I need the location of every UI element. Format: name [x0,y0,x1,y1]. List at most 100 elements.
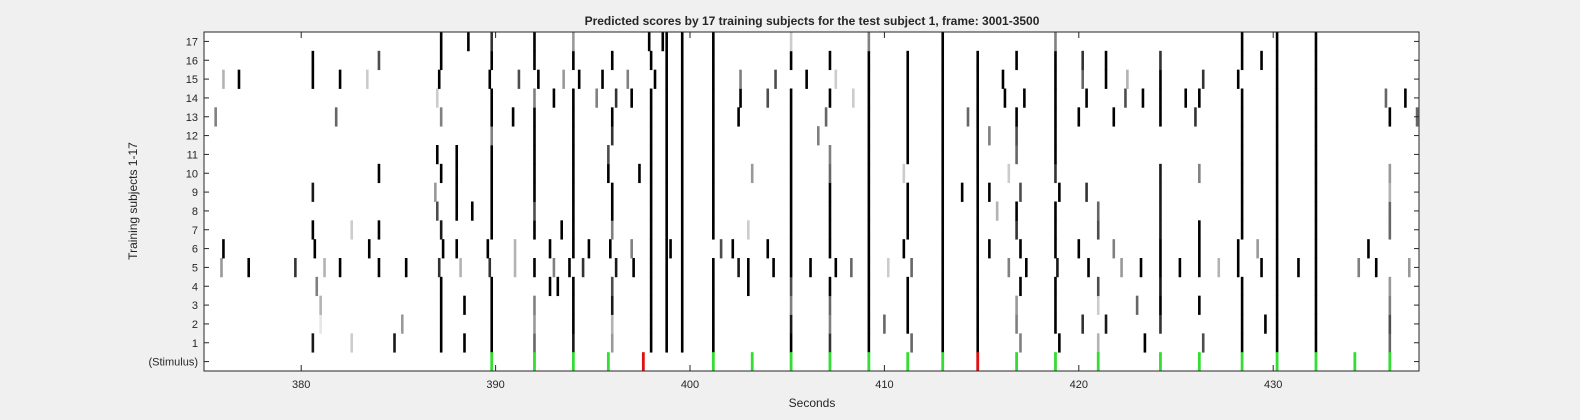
score-mark [439,314,443,334]
score-mark [1240,88,1244,108]
score-mark [517,69,521,89]
score-mark [1240,32,1244,52]
score-mark [437,69,441,89]
score-mark [562,69,565,89]
score-mark [377,163,381,184]
score-mark [1314,220,1318,240]
score-mark [1081,50,1084,71]
score-mark [680,163,684,184]
score-mark [649,239,653,259]
score-mark [1314,69,1318,89]
score-mark [610,333,614,353]
score-mark [1054,220,1057,240]
score-mark [1314,239,1318,259]
score-mark [976,126,980,146]
score-mark [630,88,633,108]
score-mark [828,201,832,221]
score-mark [1201,333,1205,353]
score-mark [665,32,668,52]
score-mark [1275,201,1279,221]
score-mark [1314,107,1318,127]
score-mark [366,69,369,89]
score-mark [470,201,474,221]
score-mark [319,314,322,334]
score-mark [1159,182,1162,202]
score-mark [490,333,494,353]
score-mark [789,145,793,165]
score-mark [669,239,672,259]
score-mark [1159,163,1162,184]
score-mark [1240,107,1244,127]
score-mark [1015,295,1018,315]
score-mark [1314,276,1318,297]
score-mark [572,126,575,146]
score-mark [731,239,735,259]
score-mark [712,69,715,89]
score-mark [649,88,653,108]
score-mark [552,88,556,108]
score-mark [906,220,910,240]
score-mark [1240,333,1244,353]
score-mark [560,220,563,240]
score-mark [766,239,770,259]
score-mark [1081,314,1084,334]
score-mark [1112,107,1116,127]
score-mark [1159,295,1162,315]
score-mark [1275,276,1279,297]
y-tick-label: 6 [192,244,198,256]
x-axis-ticks: 380 390 400 410 420 430 [292,32,1282,391]
score-mark [941,276,945,297]
score-mark [906,50,910,71]
y-tick-label: 9 [192,187,198,199]
score-mark [1240,201,1244,221]
stimulus-mark-green [1353,352,1357,371]
score-mark [513,258,517,278]
score-mark [1388,333,1392,353]
score-mark [712,32,715,52]
score-mark [437,258,441,278]
score-mark [665,276,668,297]
score-mark [774,69,777,89]
score-mark [610,182,614,202]
score-mark [867,201,871,221]
score-mark [828,314,832,334]
score-mark [680,107,684,127]
score-mark [1001,69,1005,89]
score-mark [568,258,571,278]
score-mark [572,239,575,259]
stimulus-mark-green [941,352,945,371]
score-mark [1096,295,1100,315]
score-mark [1019,333,1022,353]
score-mark [1054,69,1057,89]
score-mark [747,258,750,278]
score-mark [614,88,618,108]
y-tick-label: 17 [186,36,198,48]
score-mark [1388,201,1392,221]
score-mark [439,107,443,127]
score-mark [1314,32,1318,52]
score-mark [1077,239,1081,259]
score-mark [649,145,653,165]
score-mark [1240,163,1244,184]
score-mark [747,276,750,297]
score-mark [817,126,820,146]
score-mark [665,107,668,127]
score-mark [1077,107,1081,127]
score-mark [665,182,668,202]
score-mark [1314,88,1318,108]
score-mark [533,145,536,165]
score-mark [1085,182,1088,202]
score-mark [867,333,871,353]
score-mark [867,32,871,52]
score-mark [828,182,832,202]
score-mark [1015,145,1018,165]
score-mark [680,258,684,278]
score-mark [572,201,575,221]
score-mark [712,201,715,221]
score-mark [1096,201,1100,221]
score-mark [1019,239,1022,259]
score-mark [1096,333,1100,353]
score-mark [572,163,575,184]
